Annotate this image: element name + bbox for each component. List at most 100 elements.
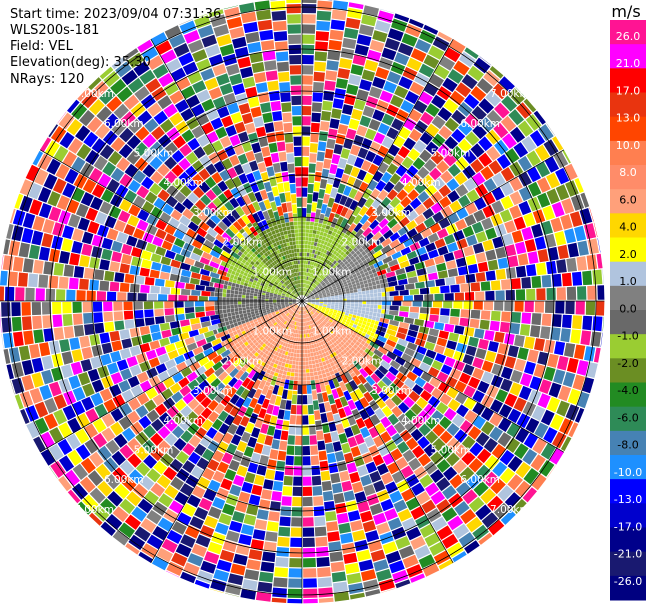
range-gate — [80, 192, 94, 207]
range-gate — [304, 345, 308, 350]
range-gate — [298, 361, 302, 366]
range-gate — [278, 227, 283, 233]
range-gate — [283, 334, 287, 339]
range-gate — [229, 484, 242, 497]
range-gate — [274, 567, 288, 578]
range-gate — [587, 238, 599, 255]
range-gate — [282, 255, 286, 260]
range-gate — [328, 39, 342, 51]
range-gate — [499, 467, 516, 484]
range-gate — [293, 273, 296, 277]
range-gate — [195, 366, 207, 376]
range-gate — [417, 166, 430, 179]
range-gate — [325, 310, 330, 313]
range-gate — [443, 347, 455, 358]
range-gate — [296, 310, 299, 314]
range-gate — [587, 285, 597, 300]
range-gate — [447, 69, 464, 84]
range-gate — [261, 272, 266, 277]
range-gate — [444, 117, 459, 132]
range-gate — [367, 318, 372, 323]
range-gate — [349, 380, 359, 391]
range-gate — [285, 400, 292, 410]
range-gate — [276, 285, 281, 289]
range-gate — [304, 310, 306, 315]
range-gate — [155, 246, 167, 257]
range-gate — [72, 463, 88, 480]
range-gate — [171, 244, 182, 254]
range-gate — [458, 194, 471, 208]
range-gate — [302, 264, 304, 268]
range-gate — [316, 367, 321, 372]
range-gate — [273, 306, 278, 309]
range-gate — [455, 218, 467, 231]
range-gate — [288, 289, 292, 293]
range-gate — [40, 137, 52, 152]
range-gate — [393, 499, 408, 513]
range-gate — [506, 422, 521, 438]
range-gate — [188, 295, 198, 301]
range-gate — [224, 280, 229, 286]
range-gate — [527, 166, 541, 183]
range-gate — [214, 282, 224, 289]
range-gate — [437, 31, 453, 43]
range-gate — [315, 317, 319, 321]
range-gate — [303, 578, 317, 588]
range-gate — [324, 329, 328, 334]
range-gate — [242, 288, 247, 293]
range-gate — [257, 370, 266, 381]
range-gate — [145, 191, 158, 204]
range-gate — [31, 357, 44, 373]
range-gate — [254, 352, 259, 357]
range-gate — [321, 276, 326, 281]
range-gate — [426, 334, 438, 344]
range-gate — [114, 320, 125, 331]
range-gate — [225, 593, 240, 597]
range-gate — [321, 253, 326, 258]
range-gate — [280, 332, 284, 337]
range-gate — [540, 220, 553, 235]
range-gate — [127, 292, 137, 301]
range-gate — [345, 128, 357, 140]
range-gate — [327, 277, 332, 282]
range-gate — [201, 34, 217, 48]
range-gate — [270, 281, 274, 285]
range-gate — [151, 261, 162, 271]
range-gate — [454, 171, 468, 185]
range-gate — [285, 271, 289, 276]
range-gate — [313, 291, 317, 294]
range-gate — [475, 432, 490, 447]
range-gate — [330, 290, 334, 294]
range-gate — [346, 84, 359, 96]
range-gate — [318, 131, 328, 142]
range-gate — [275, 241, 280, 246]
range-gate — [267, 209, 275, 219]
range-gate — [253, 388, 263, 399]
range-gate — [213, 239, 224, 249]
range-gate — [121, 338, 133, 349]
range-gate — [165, 250, 176, 260]
range-gate — [475, 291, 485, 301]
range-gate — [267, 459, 277, 470]
range-gate — [111, 340, 123, 352]
range-gate — [340, 351, 345, 356]
range-gate — [318, 342, 322, 347]
range-gate — [283, 315, 287, 319]
range-gate — [318, 320, 322, 324]
range-gate — [546, 172, 560, 189]
range-gate — [337, 343, 343, 348]
range-gate — [280, 322, 284, 327]
range-gate — [319, 323, 323, 328]
range-gate — [264, 274, 269, 279]
range-gate — [403, 295, 413, 301]
range-gate — [194, 443, 207, 456]
range-gate — [330, 187, 338, 198]
range-gate — [179, 215, 191, 227]
range-gate — [320, 256, 324, 261]
range-gate — [397, 254, 408, 264]
range-gate — [376, 522, 391, 535]
range-gate — [273, 322, 278, 326]
range-gate — [292, 302, 297, 303]
range-gate — [497, 432, 512, 447]
range-gate — [327, 247, 332, 252]
